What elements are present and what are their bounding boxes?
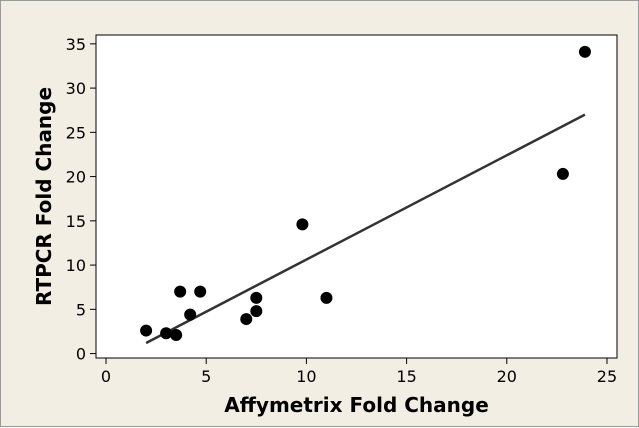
x-axis-label: Affymetrix Fold Change: [224, 393, 489, 417]
x-tick-label: 15: [396, 367, 416, 386]
x-tick-label: 10: [296, 367, 316, 386]
y-tick-label: 15: [66, 212, 86, 231]
x-axis: 0 5 10 15 20 25: [101, 358, 617, 386]
y-tick-label: 25: [66, 123, 86, 142]
data-point: [170, 328, 183, 341]
data-point: [556, 167, 569, 180]
x-tick-label: 0: [101, 367, 111, 386]
data-point: [174, 285, 187, 298]
y-tick-label: 20: [66, 168, 86, 187]
regression-line: [145, 113, 586, 345]
y-tick-label: 35: [66, 35, 86, 54]
data-point: [296, 218, 309, 231]
data-points: [140, 45, 591, 341]
y-tick-label: 0: [76, 345, 86, 364]
x-tick-label: 5: [201, 367, 211, 386]
y-axis-label: RTPCR Fold Change: [32, 87, 56, 306]
y-axis: 0 5 10 15 20 25 30 35: [66, 35, 96, 364]
data-point: [578, 45, 591, 58]
plot-area: [95, 34, 618, 359]
y-tick-label: 30: [66, 79, 86, 98]
data-point: [320, 291, 333, 304]
data-point: [184, 308, 197, 321]
x-tick-label: 20: [497, 367, 517, 386]
x-tick-label: 25: [597, 367, 617, 386]
y-tick-label: 10: [66, 256, 86, 275]
data-point: [140, 324, 153, 337]
data-point: [250, 291, 263, 304]
data-point: [160, 327, 173, 340]
data-point: [250, 305, 263, 318]
data-point: [194, 285, 207, 298]
data-point: [240, 313, 253, 326]
y-tick-label: 5: [76, 300, 86, 319]
